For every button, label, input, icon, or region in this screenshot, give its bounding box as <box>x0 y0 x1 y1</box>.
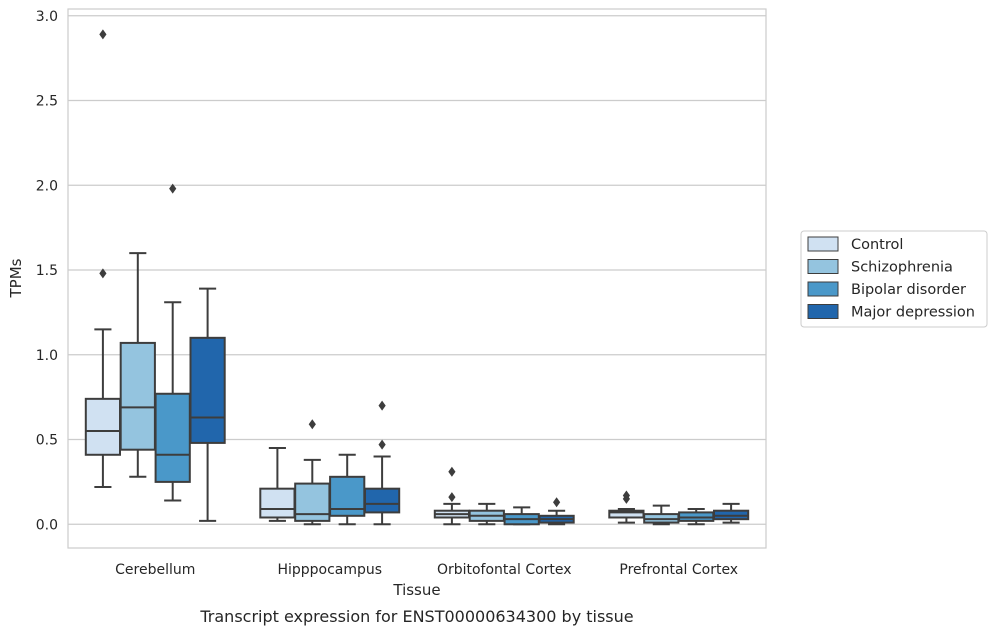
legend-frame <box>800 230 988 328</box>
y-tick-label: 2.0 <box>36 178 58 194</box>
x-axis-label: Tissue <box>392 581 440 599</box>
box-iqr <box>119 341 156 451</box>
outlier-point <box>622 490 630 501</box>
legend-swatch <box>807 304 839 319</box>
outlier-point <box>378 439 386 450</box>
x-tick-label: Orbitofontal Cortex <box>437 562 572 578</box>
outlier-point <box>553 497 561 508</box>
legend-entry-label: Major depression <box>851 305 975 321</box>
legend-swatch <box>807 281 839 297</box>
y-tick-label: 1.5 <box>36 263 58 279</box>
y-tick-label: 3.0 <box>36 9 58 25</box>
box-major-depression <box>189 287 226 522</box>
y-axis-label: TPMs <box>7 258 25 298</box>
legend-swatch <box>807 259 839 274</box>
box-bipolar-disorder <box>154 183 191 502</box>
box-bipolar-disorder <box>503 506 540 526</box>
box-bipolar-disorder <box>678 508 715 526</box>
x-tick-label: Prefrontal Cortex <box>619 562 738 578</box>
x-tick-label: Hipppocampus <box>277 562 382 578</box>
legend-entry-label: Control <box>851 237 903 253</box>
y-tick-label: 0.0 <box>36 517 58 533</box>
plot-area-frame <box>67 8 767 549</box>
box-control <box>608 490 645 524</box>
outlier-point <box>169 183 177 194</box>
legend: Control Schizophrenia Bipolar disorder Majo… <box>800 230 988 328</box>
legend-entry-label: Schizophrenia <box>851 260 953 276</box>
outlier-point <box>99 268 107 279</box>
x-tick-labels: Cerebellum Hipppocampus Orbitofontal Corte… <box>115 562 738 578</box>
box-control <box>433 466 471 526</box>
legend-entry-label: Bipolar disorder <box>851 282 966 298</box>
boxes <box>84 29 750 526</box>
outlier-point <box>99 29 107 40</box>
box-iqr <box>154 392 191 483</box>
box-control <box>84 29 122 488</box>
box-iqr <box>294 482 331 522</box>
legend-swatch <box>807 236 839 252</box>
y-tick-labels: 0.0 0.5 1.0 1.5 2.0 2.5 3.0 <box>36 9 58 533</box>
box-schizophrenia <box>119 252 156 478</box>
box-schizophrenia <box>294 419 331 526</box>
outlier-point <box>378 400 386 411</box>
box-iqr <box>189 336 226 444</box>
box-bipolar-disorder <box>329 453 366 526</box>
outlier-point <box>308 419 316 430</box>
chart-caption: Transcript expression for ENST0000063430… <box>199 607 633 626</box>
box-major-depression <box>538 497 575 526</box>
outlier-point <box>448 466 456 477</box>
box-major-depression <box>363 400 401 526</box>
box-iqr <box>363 487 401 514</box>
y-tick-label: 2.5 <box>36 94 58 110</box>
y-tick-label: 1.0 <box>36 348 58 364</box>
box-iqr <box>259 487 296 519</box>
box-control <box>259 446 296 522</box>
box-schizophrenia <box>643 504 680 526</box>
box-major-depression <box>712 502 750 524</box>
x-tick-label: Cerebellum <box>115 562 195 578</box>
box-schizophrenia <box>468 502 505 526</box>
box-iqr <box>84 397 122 456</box>
outlier-point <box>448 492 456 503</box>
y-tick-label: 0.5 <box>36 433 58 449</box>
